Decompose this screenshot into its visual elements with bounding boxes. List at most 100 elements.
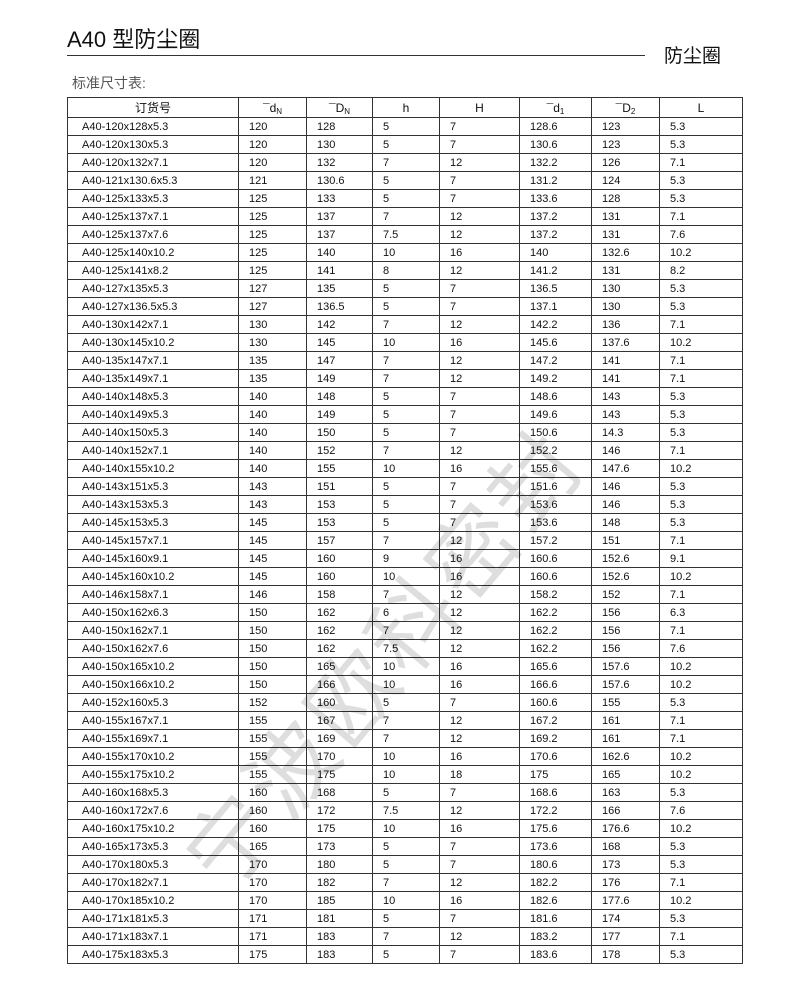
table-cell: 5 — [372, 135, 440, 154]
table-cell: 10 — [372, 819, 440, 838]
table-cell: 5.3 — [659, 135, 743, 154]
table-cell: 153 — [306, 495, 373, 514]
table-cell: 174 — [591, 909, 660, 928]
table-cell: 5.3 — [659, 909, 743, 928]
table-cell: A40-152x160x5.3 — [67, 693, 239, 712]
table-cell: 7.6 — [659, 225, 743, 244]
header-subscript: 2 — [630, 106, 636, 116]
table-cell: 127 — [238, 297, 307, 316]
header-subscript: N — [344, 106, 351, 116]
table-cell: 177 — [591, 927, 660, 946]
table-cell: 183.6 — [519, 945, 592, 964]
table-row: A40-140x148x5.3 140 148 5 7 148.6 143 5.3 — [67, 387, 743, 406]
table-cell: 123 — [591, 135, 660, 154]
table-cell: A40-145x153x5.3 — [67, 513, 239, 532]
table-cell: 152 — [591, 585, 660, 604]
table-cell: A40-160x168x5.3 — [67, 783, 239, 802]
table-cell: 170 — [238, 873, 307, 892]
table-cell: 157.6 — [591, 675, 660, 694]
table-cell: 140 — [238, 405, 307, 424]
table-row: A40-130x142x7.1 130 142 7 12 142.2 136 7.1 — [67, 315, 743, 334]
header-subscript: 1 — [559, 106, 565, 116]
header-text: ¯D — [328, 100, 345, 115]
table-cell: 131 — [591, 207, 660, 226]
table-cell: A40-140x148x5.3 — [67, 387, 239, 406]
table-cell: 7 — [439, 405, 520, 424]
table-cell: 161 — [591, 729, 660, 748]
table-cell: A40-130x145x10.2 — [67, 333, 239, 352]
table-cell: 7.5 — [372, 225, 440, 244]
table-cell: 142 — [306, 315, 373, 334]
table-cell: 157.2 — [519, 531, 592, 550]
table-cell: 7 — [439, 171, 520, 190]
table-cell: 172 — [306, 801, 373, 820]
table-cell: 5 — [372, 495, 440, 514]
table-cell: A40-130x142x7.1 — [67, 315, 239, 334]
table-cell: 12 — [439, 927, 520, 946]
table-cell: 160 — [306, 549, 373, 568]
table-cell: 10 — [372, 333, 440, 352]
table-row: A40-175x183x5.3 175 183 5 7 183.6 178 5.3 — [67, 945, 743, 964]
table-cell: 165 — [591, 765, 660, 784]
table-cell: 125 — [238, 243, 307, 262]
table-cell: 152.6 — [591, 567, 660, 586]
table-row: A40-150x162x6.3 150 162 6 12 162.2 156 6.3 — [67, 603, 743, 622]
table-cell: 10.2 — [659, 567, 743, 586]
table-cell: 16 — [439, 747, 520, 766]
table-cell: A40-140x155x10.2 — [67, 459, 239, 478]
table-cell: 149.6 — [519, 405, 592, 424]
table-cell: 155 — [306, 459, 373, 478]
table-cell: 145 — [238, 513, 307, 532]
table-cell: 5 — [372, 513, 440, 532]
table-cell: 145 — [238, 549, 307, 568]
table-cell: 163 — [591, 783, 660, 802]
table-cell: 10 — [372, 675, 440, 694]
table-cell: 7.5 — [372, 801, 440, 820]
table-cell: 5 — [372, 117, 440, 136]
header-subscript: N — [276, 106, 283, 116]
table-cell: 131.2 — [519, 171, 592, 190]
table-cell: 155 — [238, 711, 307, 730]
table-cell: A40-121x130.6x5.3 — [67, 171, 239, 190]
table-row: A40-155x169x7.1 155 169 7 12 169.2 161 7.1 — [67, 729, 743, 748]
table-cell: 136.5 — [519, 279, 592, 298]
table-cell: A40-150x165x10.2 — [67, 657, 239, 676]
table-cell: 130.6 — [306, 171, 373, 190]
table-cell: 141.2 — [519, 261, 592, 280]
table-cell: 7 — [439, 909, 520, 928]
table-cell: 12 — [439, 531, 520, 550]
table-cell: A40-125x140x10.2 — [67, 243, 239, 262]
table-cell: 12 — [439, 603, 520, 622]
header-text: 订货号 — [134, 101, 171, 115]
table-cell: 132.6 — [591, 243, 660, 262]
table-cell: 9 — [372, 549, 440, 568]
table-cell: 150 — [238, 603, 307, 622]
table-cell: 140 — [238, 459, 307, 478]
table-cell: 7 — [372, 315, 440, 334]
table-cell: 5 — [372, 297, 440, 316]
table-cell: A40-143x151x5.3 — [67, 477, 239, 496]
table-cell: 176 — [591, 873, 660, 892]
table-cell: 143 — [238, 495, 307, 514]
table-cell: 140 — [238, 423, 307, 442]
table-cell: 10.2 — [659, 657, 743, 676]
table-cell: 136 — [591, 315, 660, 334]
table-cell: 121 — [238, 171, 307, 190]
table-cell: 153.6 — [519, 513, 592, 532]
table-cell: 145 — [306, 333, 373, 352]
table-cell: 7 — [372, 153, 440, 172]
table-cell: 7 — [439, 477, 520, 496]
table-cell: 12 — [439, 207, 520, 226]
table-cell: 168 — [591, 837, 660, 856]
table-cell: 16 — [439, 657, 520, 676]
table-cell: A40-145x160x9.1 — [67, 549, 239, 568]
table-cell: A40-150x162x6.3 — [67, 603, 239, 622]
table-row: A40-152x160x5.3 152 160 5 7 160.6 155 5.3 — [67, 693, 743, 712]
table-cell: 120 — [238, 153, 307, 172]
table-cell: 140 — [238, 441, 307, 460]
table-cell: 7 — [439, 297, 520, 316]
table-row: A40-171x183x7.1 171 183 7 12 183.2 177 7.1 — [67, 927, 743, 946]
table-cell: 176.6 — [591, 819, 660, 838]
table-cell: 6.3 — [659, 603, 743, 622]
table-cell: 182.6 — [519, 891, 592, 910]
